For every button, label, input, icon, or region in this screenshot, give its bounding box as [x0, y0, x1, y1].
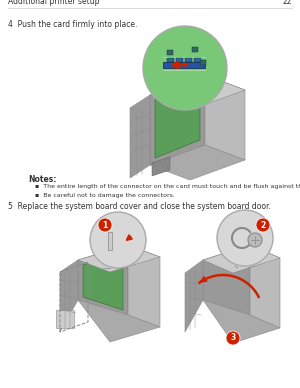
Polygon shape — [78, 300, 160, 342]
Text: Additional printer setup: Additional printer setup — [8, 0, 100, 6]
Polygon shape — [163, 62, 205, 68]
Text: 2: 2 — [260, 220, 266, 229]
Circle shape — [143, 26, 227, 110]
Bar — [194, 58, 201, 62]
Polygon shape — [150, 75, 245, 110]
Text: ▪  The entire length of the connector on the card must touch and be flush agains: ▪ The entire length of the connector on … — [35, 184, 300, 189]
Text: 3: 3 — [230, 334, 236, 343]
Polygon shape — [250, 245, 280, 328]
Text: 22: 22 — [283, 0, 292, 6]
Bar — [108, 232, 112, 250]
Polygon shape — [150, 75, 205, 165]
Polygon shape — [83, 252, 123, 310]
Bar — [200, 60, 206, 65]
Polygon shape — [78, 245, 160, 272]
Bar — [192, 47, 198, 52]
Text: ▪  Be careful not to damage the connectors.: ▪ Be careful not to damage the connector… — [35, 193, 175, 198]
Bar — [176, 58, 183, 62]
Polygon shape — [78, 245, 128, 315]
Circle shape — [98, 218, 112, 232]
Text: 1: 1 — [102, 220, 108, 229]
Polygon shape — [130, 95, 150, 178]
Text: Notes:: Notes: — [28, 175, 56, 184]
Polygon shape — [150, 145, 245, 180]
Bar — [56, 310, 74, 328]
Polygon shape — [60, 260, 78, 332]
Polygon shape — [128, 245, 160, 327]
Text: 4  Push the card firmly into place.: 4 Push the card firmly into place. — [8, 20, 137, 29]
Polygon shape — [203, 245, 250, 315]
Polygon shape — [185, 260, 203, 332]
Polygon shape — [203, 300, 280, 343]
Bar — [167, 58, 174, 62]
Polygon shape — [155, 82, 200, 158]
Circle shape — [90, 212, 146, 268]
Polygon shape — [152, 157, 170, 176]
Polygon shape — [205, 75, 245, 160]
Text: 5  Replace the system board cover and close the system board door.: 5 Replace the system board cover and clo… — [8, 202, 271, 211]
Circle shape — [248, 233, 262, 247]
Circle shape — [217, 210, 273, 266]
Circle shape — [256, 218, 270, 232]
Bar — [167, 50, 173, 55]
Polygon shape — [203, 245, 280, 273]
Bar — [185, 58, 192, 62]
Circle shape — [226, 331, 240, 345]
